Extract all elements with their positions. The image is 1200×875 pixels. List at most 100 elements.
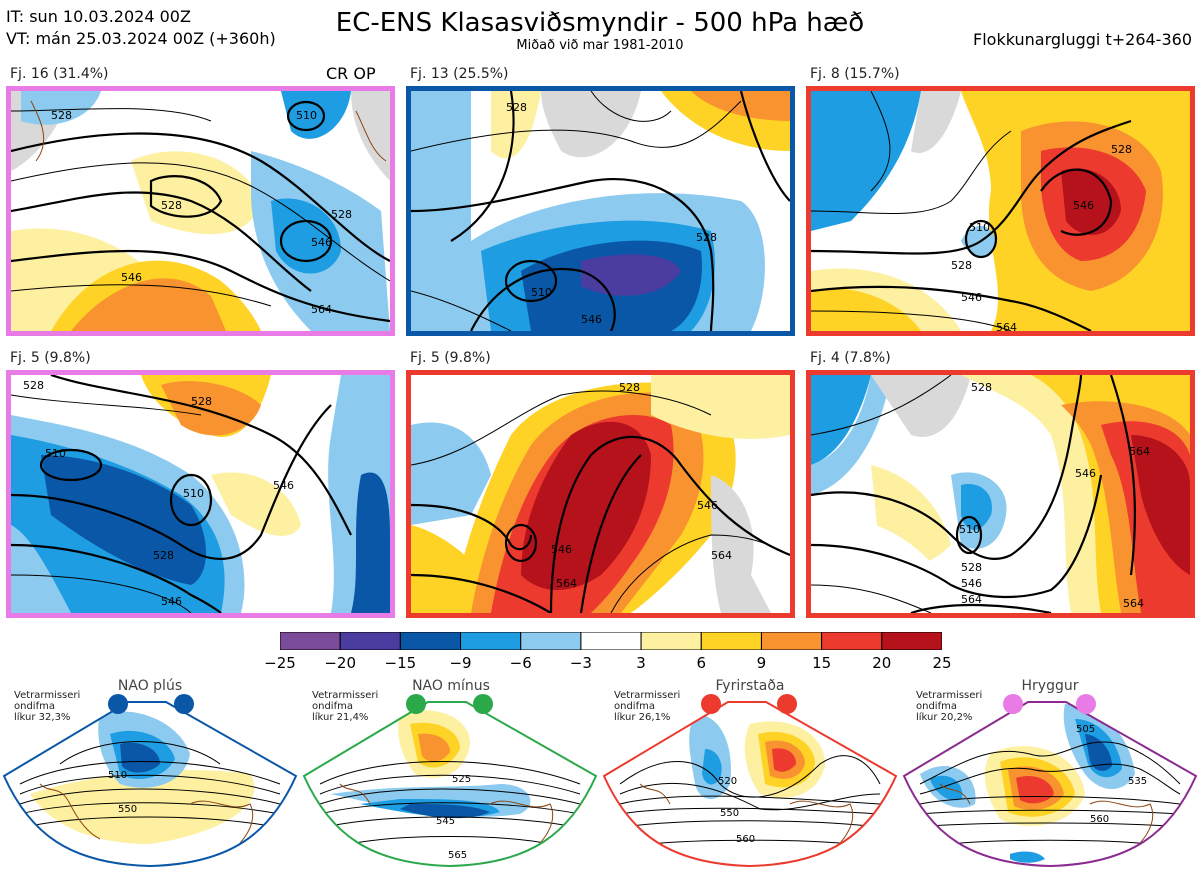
colorbar-tick-label: 9 [756,654,767,672]
svg-text:546: 546 [697,499,718,512]
op-label: CR OP [326,64,376,83]
colorbar-graphic [279,631,943,651]
window-label: Flokkunargluggi t+264-360 [973,30,1192,49]
svg-text:546: 546 [1075,467,1096,480]
svg-text:546: 546 [273,479,294,492]
cluster-map-1[interactable]: 528 510 546 546 564 528 528 [6,86,395,336]
svg-text:535: 535 [1128,776,1147,787]
svg-text:528: 528 [506,101,527,114]
cluster-map-4[interactable]: 528 510 528 546 510 528 546 [6,370,395,618]
colorbar [279,631,943,651]
regime-title-ridge: Hryggur [1021,678,1079,694]
svg-text:564: 564 [961,593,982,606]
regime-map-blocking[interactable]: 520 550 560 [600,694,900,871]
colorbar-segment [279,631,341,651]
regime-title-nao-plus: NAO plús [117,678,183,694]
svg-text:564: 564 [556,577,577,590]
regime-note-4: Vetrarmisseri ondifma líkur 20,2% [916,690,983,723]
colorbar-tick-label: 6 [696,654,707,672]
colorbar-segment [881,631,943,651]
cluster-map-2[interactable]: 528 546 528 510 [406,86,795,336]
svg-text:546: 546 [581,313,602,326]
cluster-map-3[interactable]: 528 546 528 510 546 564 [806,86,1195,336]
panel-label-1: Fj. 16 (31.4%) [10,66,109,82]
colorbar-tick-label: −15 [384,654,417,672]
svg-text:510: 510 [183,487,204,500]
cluster-map-6[interactable]: 528 546 564 510 528 546 564 564 [806,370,1195,618]
svg-text:528: 528 [619,381,640,394]
regime-map-nao-minus[interactable]: 525 545 565 [300,694,600,871]
panel-label-5: Fj. 5 (9.8%) [410,350,491,366]
colorbar-tick-label: 15 [812,654,832,672]
svg-text:564: 564 [311,303,332,316]
svg-text:505: 505 [1076,724,1095,735]
regime-note-3: Vetrarmisseri ondifma líkur 26,1% [614,690,681,723]
header-times: IT: sun 10.03.2024 00Z VT: mán 25.03.202… [6,6,276,50]
svg-text:510: 510 [959,523,980,536]
svg-text:528: 528 [696,231,717,244]
svg-text:528: 528 [961,561,982,574]
colorbar-segment [520,631,582,651]
svg-text:565: 565 [448,850,467,861]
initial-time: IT: sun 10.03.2024 00Z [6,7,191,26]
regime-map-nao-plus[interactable]: 510 550 [0,694,300,871]
svg-text:550: 550 [118,804,137,815]
colorbar-segment [339,631,401,651]
svg-text:528: 528 [331,208,352,221]
colorbar-segment [640,631,702,651]
svg-text:546: 546 [161,595,182,608]
svg-text:550: 550 [720,808,739,819]
svg-text:546: 546 [1073,199,1094,212]
svg-text:510: 510 [531,286,552,299]
colorbar-segment [580,631,642,651]
regime-note-1: Vetrarmisseri ondifma líkur 32,3% [14,690,81,723]
svg-text:528: 528 [23,379,44,392]
svg-text:510: 510 [969,221,990,234]
map-1-contour-label: 528 [161,199,182,212]
colorbar-segment [460,631,522,651]
valid-time: VT: mán 25.03.2024 00Z (+360h) [6,29,276,48]
colorbar-segment [700,631,762,651]
svg-text:560: 560 [1090,814,1109,825]
svg-text:528: 528 [153,549,174,562]
panel-label-3: Fj. 8 (15.7%) [810,66,900,82]
panel-label-2: Fj. 13 (25.5%) [410,66,509,82]
svg-text:528: 528 [51,109,72,122]
colorbar-tick-label: 25 [932,654,952,672]
svg-text:528: 528 [971,381,992,394]
panel-label-6: Fj. 4 (7.8%) [810,350,891,366]
svg-text:564: 564 [1123,597,1144,610]
svg-text:528: 528 [951,259,972,272]
colorbar-segment [399,631,462,651]
page-subtitle: Miðað við mar 1981-2010 [516,38,684,53]
svg-text:510: 510 [108,770,127,781]
colorbar-segment [821,631,883,651]
svg-text:528: 528 [191,395,212,408]
svg-text:564: 564 [711,549,732,562]
svg-text:546: 546 [551,543,572,556]
svg-text:546: 546 [961,577,982,590]
colorbar-tick-label: −25 [264,654,296,672]
colorbar-segment [760,631,823,651]
svg-text:510: 510 [296,109,317,122]
page-title: EC-ENS Klasasviðsmyndir - 500 hPa hæð [335,8,865,38]
panel-label-4: Fj. 5 (9.8%) [10,350,91,366]
colorbar-tick-label: 3 [636,654,646,672]
regime-map-ridge[interactable]: 505 535 560 [900,694,1200,871]
svg-text:510: 510 [45,447,66,460]
colorbar-tick-label: −20 [324,654,356,672]
svg-text:546: 546 [961,291,982,304]
map-1-graphic: 528 510 546 546 564 528 528 [11,91,390,331]
regime-title-blocking: Fyrirstaða [715,678,785,694]
colorbar-tick-label: −3 [569,654,592,672]
regime-title-nao-minus: NAO mínus [412,678,490,694]
regime-note-2: Vetrarmisseri ondifma líkur 21,4% [312,690,379,723]
svg-text:546: 546 [311,236,332,249]
cluster-map-5[interactable]: 528 546 546 564 564 [406,370,795,618]
svg-text:520: 520 [718,776,737,787]
colorbar-tick-label: −6 [509,654,532,672]
svg-text:525: 525 [452,774,471,785]
colorbar-tick-label: 20 [872,654,892,672]
svg-text:564: 564 [996,321,1017,331]
svg-text:545: 545 [436,816,455,827]
